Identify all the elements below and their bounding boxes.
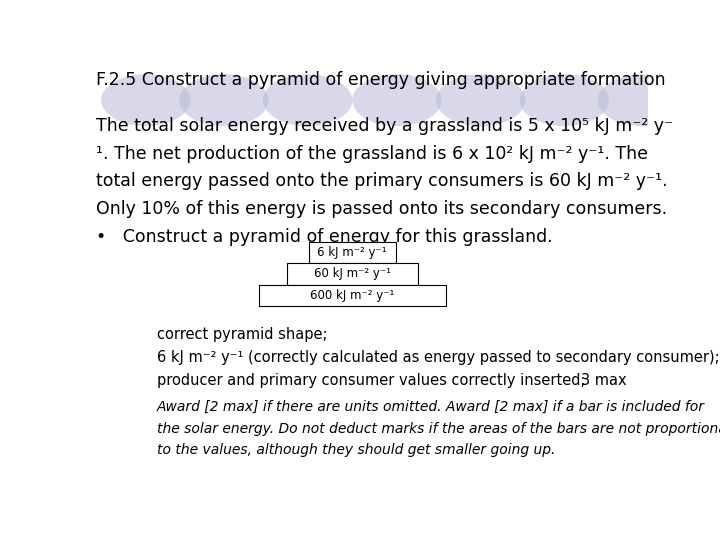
Text: 600 kJ m⁻² y⁻¹: 600 kJ m⁻² y⁻¹ [310,289,395,302]
Text: correct pyramid shape;: correct pyramid shape; [157,327,328,342]
Text: producer and primary consumer values correctly inserted;: producer and primary consumer values cor… [157,373,585,388]
Text: total energy passed onto the primary consumers is 60 kJ m⁻² y⁻¹.: total energy passed onto the primary con… [96,172,667,191]
Ellipse shape [101,74,190,126]
Text: F.2.5 Construct a pyramid of energy giving appropriate formation: F.2.5 Construct a pyramid of energy givi… [96,71,665,89]
Text: to the values, although they should get smaller going up.: to the values, although they should get … [157,443,555,457]
Ellipse shape [179,74,269,126]
FancyBboxPatch shape [309,241,395,263]
Text: ¹. The net production of the grassland is 6 x 10² kJ m⁻² y⁻¹. The: ¹. The net production of the grassland i… [96,145,647,163]
Text: 60 kJ m⁻² y⁻¹: 60 kJ m⁻² y⁻¹ [314,267,391,280]
Ellipse shape [598,74,687,126]
Text: 6 kJ m⁻² y⁻¹: 6 kJ m⁻² y⁻¹ [318,246,387,259]
Text: 6 kJ m⁻² y⁻¹ (correctly calculated as energy passed to secondary consumer);: 6 kJ m⁻² y⁻¹ (correctly calculated as en… [157,350,719,365]
Text: Award [2 max] if there are units omitted. Award [2 max] if a bar is included for: Award [2 max] if there are units omitted… [157,400,705,414]
Ellipse shape [436,74,526,126]
Text: Only 10% of this energy is passed onto its secondary consumers.: Only 10% of this energy is passed onto i… [96,200,667,218]
Text: •   Construct a pyramid of energy for this grassland.: • Construct a pyramid of energy for this… [96,228,552,246]
Ellipse shape [520,74,609,126]
FancyBboxPatch shape [287,263,418,285]
FancyBboxPatch shape [258,285,446,306]
Text: The total solar energy received by a grassland is 5 x 10⁵ kJ m⁻² y⁻: The total solar energy received by a gra… [96,117,672,135]
Ellipse shape [263,74,352,126]
Text: the solar energy. Do not deduct marks if the areas of the bars are not proportio: the solar energy. Do not deduct marks if… [157,422,720,436]
Text: 3 max: 3 max [581,373,626,388]
Ellipse shape [352,74,441,126]
